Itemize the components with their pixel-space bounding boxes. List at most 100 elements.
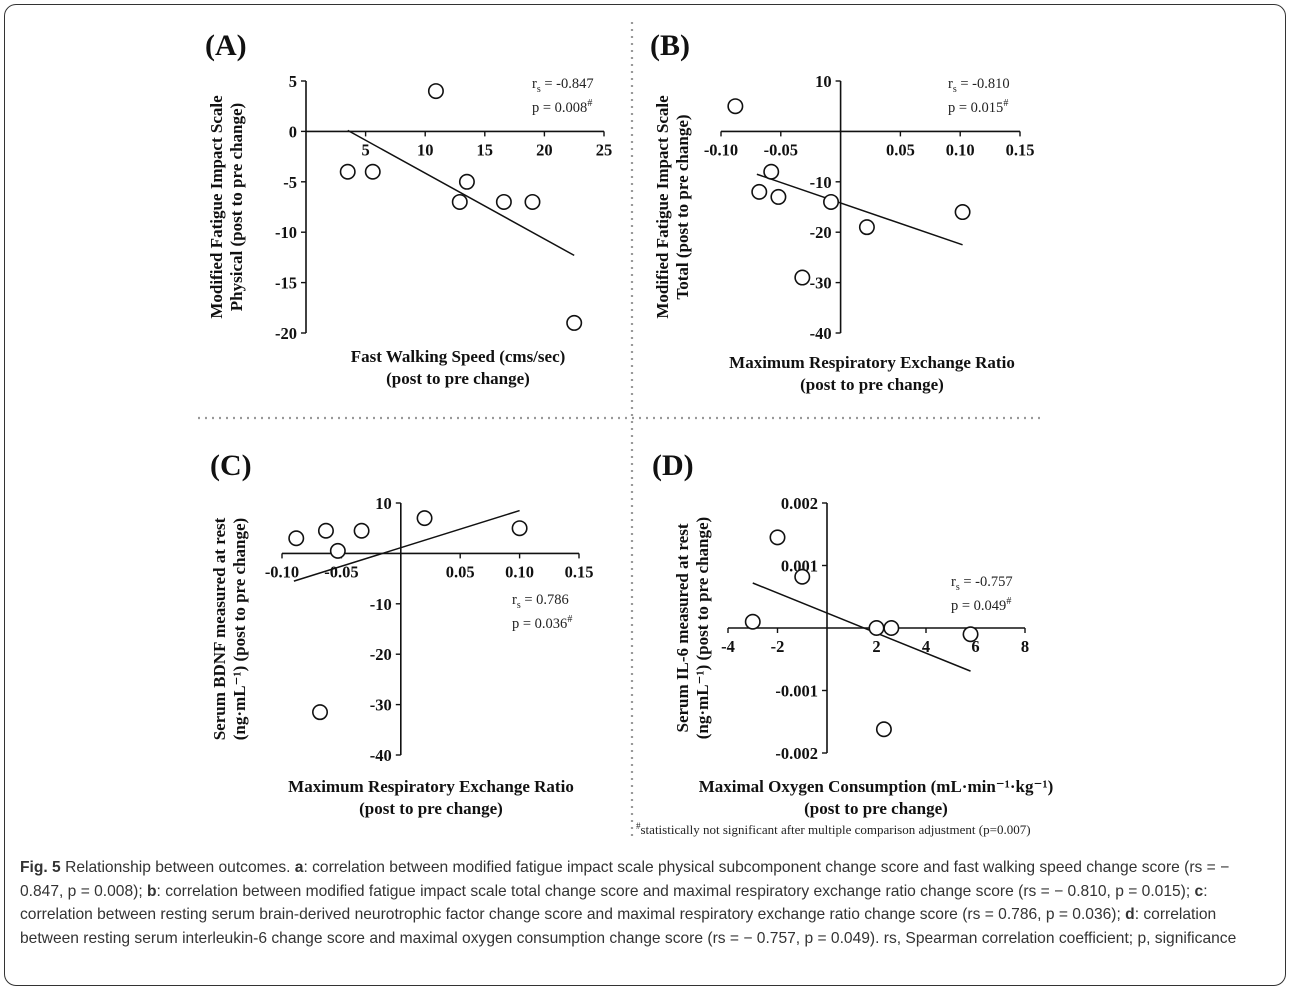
p-annotation: p = 0.036#	[512, 614, 572, 632]
x-axis-title-line: Fast Walking Speed (cms/sec)	[351, 347, 566, 366]
x-tick-label: 10	[417, 140, 434, 159]
panel-b: (B) 10 -10 -20 -30 -40 -0.10 -0.05 0.05 0.10 0.15 M…	[650, 29, 1034, 394]
panel-label: (D)	[652, 449, 694, 482]
p-annotation: p = 0.008#	[532, 98, 592, 116]
data-point	[288, 530, 305, 547]
regression-line	[293, 509, 520, 582]
panel-label: (B)	[650, 29, 690, 62]
rs-annotation: rs = 0.786	[512, 592, 569, 611]
caption-stats-a: (rs = − 0.847, p = 0.008);	[20, 859, 1230, 900]
y-tick-label: -40	[370, 746, 392, 765]
data-point	[353, 522, 370, 539]
x-tick-label: 0.15	[1006, 140, 1035, 159]
data-point	[858, 219, 875, 236]
caption-text-a: : correlation between modified fatigue i…	[303, 859, 1185, 876]
data-point	[329, 542, 346, 559]
caption-text-d: : correlation between resting serum inte…	[20, 906, 1217, 947]
x-tick-label: -2	[771, 637, 785, 656]
regression-line	[347, 129, 575, 257]
caption-text-b: : correlation between modified fatigue i…	[156, 882, 1019, 900]
y-axis-title-line: Modified Fatigue Impact Scale	[207, 95, 226, 319]
y-tick-label: 0.002	[781, 494, 818, 513]
caption-lead: Fig. 5	[20, 859, 61, 876]
data-point	[727, 98, 744, 115]
y-axis-title-line: Modified Fatigue Impact Scale	[653, 95, 672, 319]
regression-line	[756, 173, 963, 246]
y-tick-label: -20	[370, 645, 392, 664]
data-point	[458, 173, 475, 190]
data-point	[954, 204, 971, 221]
y-tick-label: 0	[289, 122, 297, 141]
x-tick-label: 15	[477, 140, 494, 159]
caption-key-c: c	[1194, 882, 1204, 900]
regression-line	[752, 582, 971, 672]
y-axis-title-line: (ng·mL⁻¹) (post to pre change)	[693, 517, 712, 739]
y-axis-title-line: Serum IL-6 measured at rest	[673, 523, 692, 732]
data-point	[769, 529, 786, 546]
rs-annotation: rs = -0.847	[532, 76, 594, 95]
x-tick-label: 6	[971, 637, 979, 656]
rs-annotation: rs = -0.757	[951, 574, 1013, 593]
x-axis-title-line: (post to pre change)	[386, 369, 530, 388]
x-tick-label: 8	[1021, 637, 1029, 656]
x-tick-label: 5	[361, 140, 369, 159]
data-point	[317, 522, 334, 539]
y-tick-label: 10	[815, 72, 832, 91]
y-tick-label: -10	[370, 595, 392, 614]
y-tick-label: -10	[810, 173, 832, 192]
y-tick-label: -20	[275, 324, 297, 343]
x-tick-label: 0.15	[565, 562, 594, 581]
data-point	[524, 193, 541, 210]
y-tick-label: -30	[370, 696, 392, 715]
p-annotation: p = 0.049#	[951, 596, 1011, 614]
panel-c: (C) 10 -10 -20 -30 -40 -0.10 -0.05 0.05 0.10 0.15 S…	[210, 449, 593, 818]
caption-key-a: a	[294, 859, 304, 876]
y-axis-title-line: (ng·mL⁻¹) (post to pre change)	[230, 518, 249, 740]
x-tick-label: -0.05	[324, 562, 358, 581]
x-axis-title-line: Maximum Respiratory Exchange Ratio	[288, 777, 574, 796]
data-point	[451, 193, 468, 210]
data-point	[339, 163, 356, 180]
caption-legend: rs, Spearman correlation coefficient; p,…	[883, 929, 1237, 947]
caption-key-d: d	[1125, 906, 1135, 923]
x-tick-label: 20	[536, 140, 553, 159]
data-point	[794, 269, 811, 286]
caption-stats-c: (rs = 0.786, p = 0.036);	[962, 906, 1126, 923]
data-point	[751, 183, 768, 200]
x-tick-label: -0.10	[265, 562, 299, 581]
caption-stats-b: (rs = − 0.810, p = 0.015);	[1018, 882, 1195, 900]
caption-stats-d: (rs = − 0.757, p = 0.049).	[707, 929, 884, 947]
y-tick-label: -0.002	[775, 744, 818, 763]
x-tick-label: -0.10	[704, 140, 738, 159]
y-tick-label: -0.001	[775, 682, 818, 701]
x-tick-label: 25	[596, 140, 613, 159]
panel-label: (A)	[205, 29, 247, 62]
y-tick-label: -10	[275, 223, 297, 242]
y-tick-label: -30	[810, 274, 832, 293]
panel-label: (C)	[210, 449, 252, 482]
x-tick-label: 0.05	[446, 562, 475, 581]
data-point	[312, 704, 329, 721]
figure-frame	[4, 4, 1286, 986]
y-tick-label: 10	[375, 494, 392, 513]
data-point	[794, 568, 811, 585]
y-tick-label: 0.001	[781, 557, 818, 576]
data-point	[511, 520, 528, 537]
data-point	[416, 510, 433, 527]
data-point	[868, 619, 885, 636]
x-tick-label: 0.05	[886, 140, 915, 159]
x-tick-label: 0.10	[505, 562, 534, 581]
data-point	[427, 83, 444, 100]
rs-annotation: rs = -0.810	[948, 76, 1010, 95]
y-tick-label: -40	[810, 324, 832, 343]
data-point	[566, 314, 583, 331]
panel-d: (D) 0.002 0.001 -0.001 -0.002 -4 -2 2 4 6 8 Serum I…	[652, 449, 1053, 818]
y-tick-label: -15	[275, 274, 297, 293]
x-tick-label: 2	[872, 637, 880, 656]
x-axis-title-line: (post to pre change)	[804, 799, 948, 818]
data-point	[495, 193, 512, 210]
x-axis-title-line: (post to pre change)	[359, 799, 503, 818]
x-axis-title-line: Maximum Respiratory Exchange Ratio	[729, 353, 1015, 372]
data-point	[364, 163, 381, 180]
data-point	[962, 626, 979, 643]
